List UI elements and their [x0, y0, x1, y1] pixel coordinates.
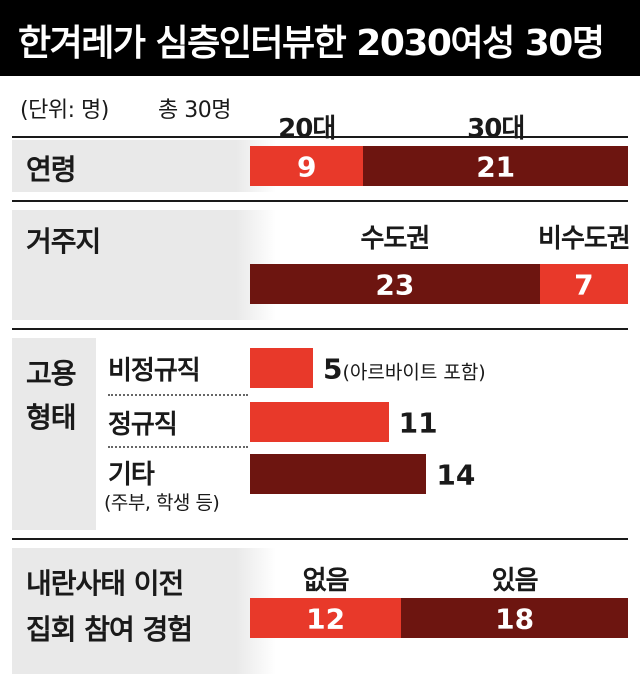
- bar-value: 14: [436, 458, 476, 492]
- dotted-divider: [108, 446, 248, 448]
- chart-title: 한겨레가 심층인터뷰한 2030여성 30명: [18, 23, 605, 64]
- bar: [250, 454, 427, 494]
- column-header: 30대: [467, 114, 525, 144]
- bar: [250, 402, 389, 442]
- bar-value-label: 18: [495, 602, 535, 636]
- bar-value-label: 11: [399, 407, 438, 440]
- section-rule: [12, 538, 628, 540]
- employment-sub-panel: [96, 338, 248, 530]
- bar-segment: [401, 598, 628, 638]
- employment-sub-note: (주부, 학생 등): [104, 492, 220, 514]
- column-header: 없음: [302, 566, 350, 596]
- bar: [250, 348, 313, 388]
- bar-note: (아르바이트 포함): [342, 361, 486, 384]
- age-label: 연령: [26, 153, 77, 186]
- rally-label-panel: [12, 548, 236, 674]
- bar-value-label: 9: [296, 150, 317, 184]
- unit-note: (단위: 명): [20, 98, 109, 123]
- employment-sub-label: 기타: [108, 460, 155, 490]
- bar-segment: [539, 264, 628, 304]
- rally-label-line-2: 집회 참여 경험: [26, 613, 193, 646]
- bar-value-label: 5(아르바이트 포함): [323, 353, 486, 386]
- bar-segment: [250, 264, 540, 304]
- residence-label: 거주지: [26, 225, 101, 258]
- section-rule: [12, 200, 628, 202]
- employment-sub-label: 비정규직: [108, 356, 201, 386]
- dotted-divider: [108, 394, 248, 396]
- bar-value-label: 21: [476, 150, 516, 184]
- employment-label-line-1: 고용: [26, 357, 77, 390]
- bar-value: 5: [323, 352, 343, 386]
- employment-label-panel: [12, 338, 96, 530]
- column-header: 있음: [491, 566, 539, 596]
- employment-label-line-2: 형태: [26, 401, 77, 434]
- bar-segment: [250, 598, 402, 638]
- residence-label-panel: [12, 210, 236, 320]
- bar-value-label: 12: [306, 602, 346, 636]
- total-note: 총 30명: [158, 98, 231, 123]
- bar-segment: [250, 146, 364, 186]
- column-header: 20대: [278, 114, 336, 144]
- age-label-panel: [12, 140, 236, 192]
- bar-value: 11: [398, 406, 438, 440]
- section-rule: [12, 136, 628, 138]
- column-header: 수도권: [360, 224, 431, 254]
- employment-sub-label: 정규직: [108, 410, 178, 440]
- section-rule: [12, 328, 628, 330]
- bar-value-label: 7: [574, 268, 594, 302]
- rally-label-line-1: 내란사태 이전: [26, 567, 184, 600]
- column-header: 비수도권: [538, 224, 631, 254]
- bar-segment: [363, 146, 628, 186]
- bar-value-label: 23: [375, 268, 415, 302]
- bar-value-label: 14: [436, 459, 475, 492]
- title-bar: 한겨레가 심층인터뷰한 2030여성 30명: [0, 0, 640, 76]
